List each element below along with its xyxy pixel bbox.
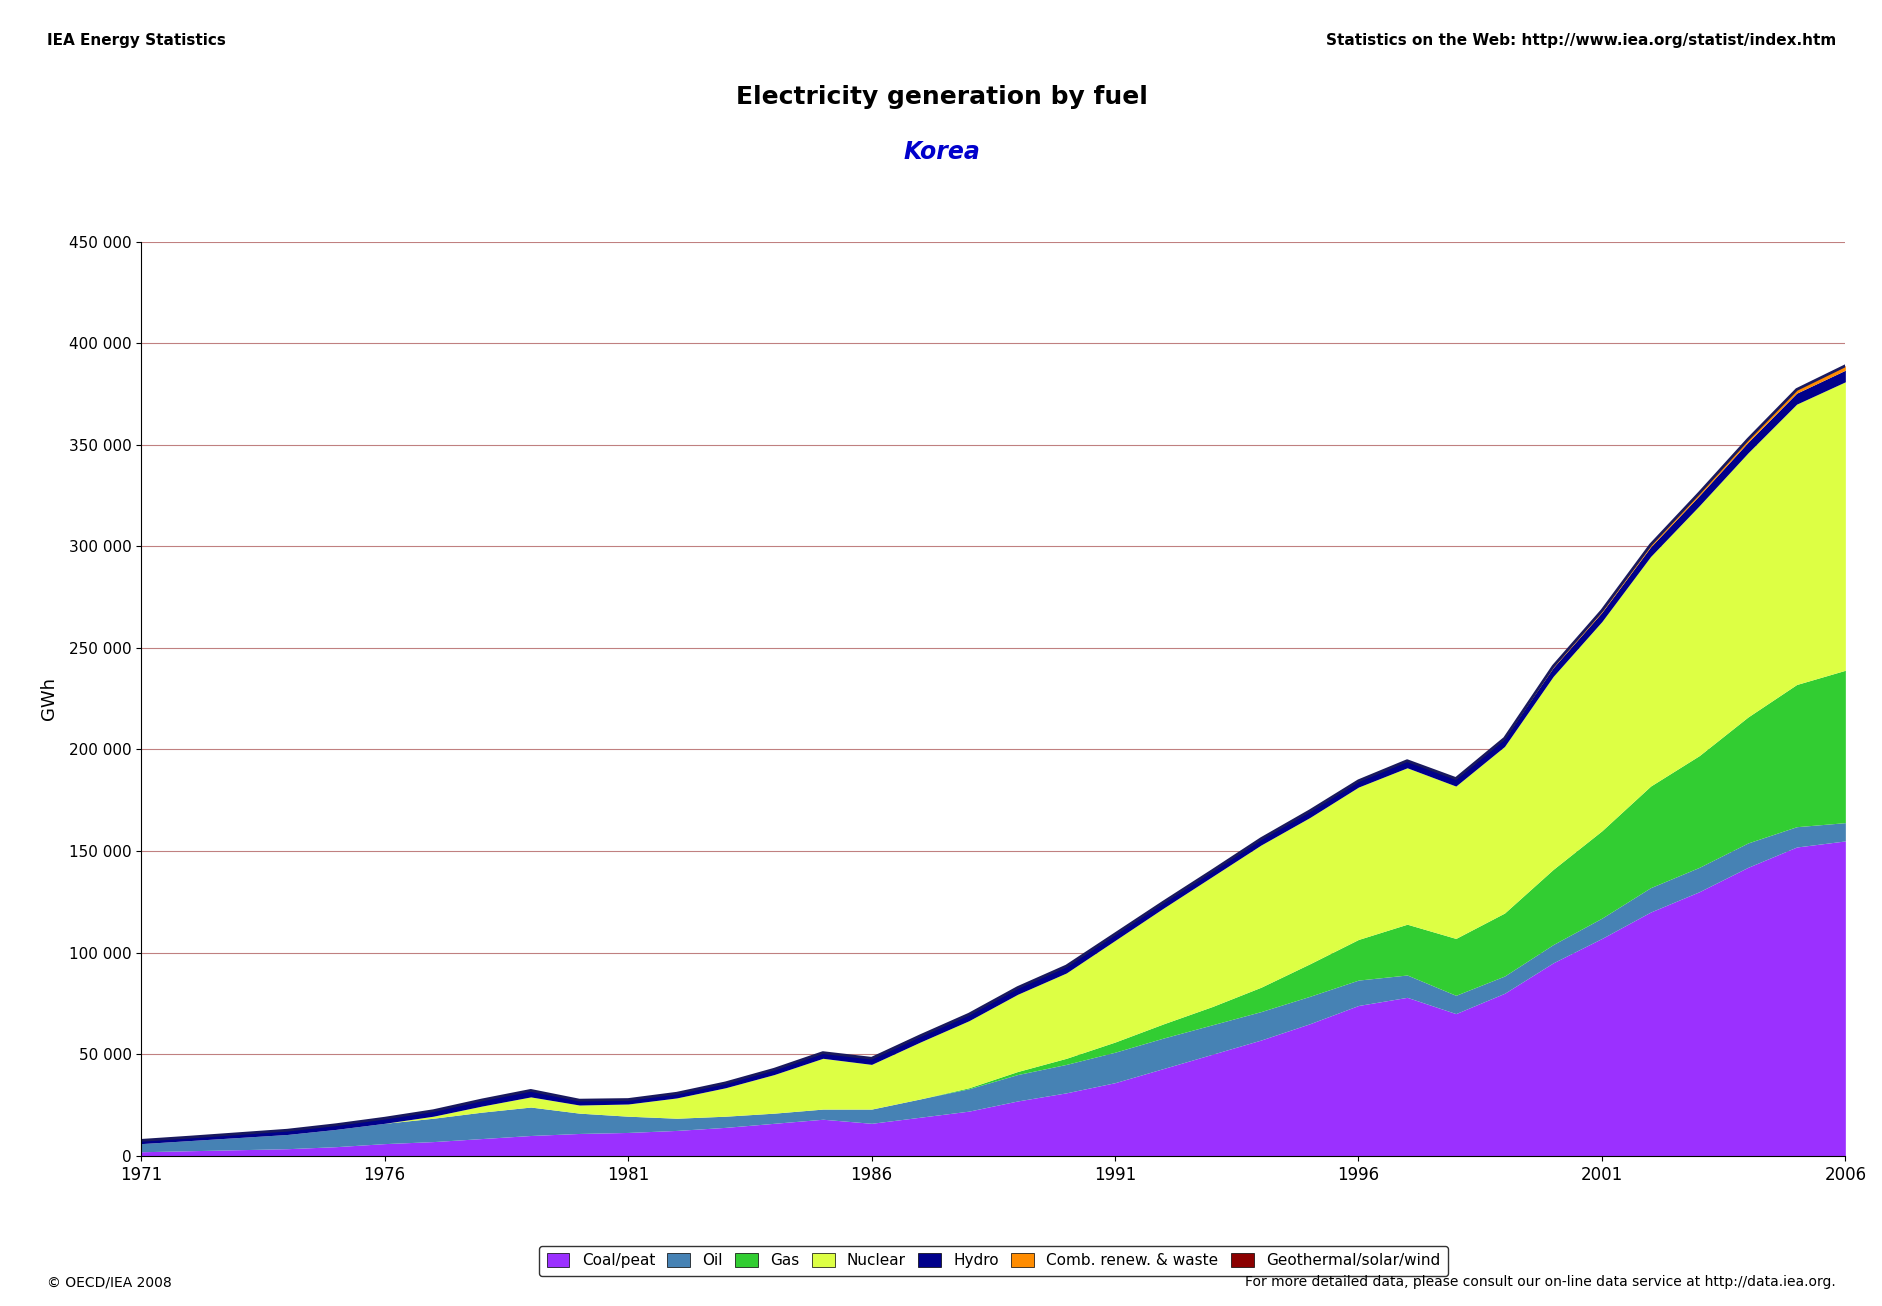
Text: For more detailed data, please consult our on-line data service at http://data.i: For more detailed data, please consult o… — [1244, 1275, 1835, 1289]
Text: © OECD/IEA 2008: © OECD/IEA 2008 — [47, 1275, 171, 1289]
Text: Korea: Korea — [903, 140, 979, 163]
Y-axis label: GWh: GWh — [40, 678, 58, 720]
Text: Statistics on the Web: http://www.iea.org/statist/index.htm: Statistics on the Web: http://www.iea.or… — [1325, 33, 1835, 47]
Text: IEA Energy Statistics: IEA Energy Statistics — [47, 33, 226, 47]
Legend: Coal/peat, Oil, Gas, Nuclear, Hydro, Comb. renew. & waste, Geothermal/solar/wind: Coal/peat, Oil, Gas, Nuclear, Hydro, Com… — [538, 1246, 1447, 1276]
Text: Electricity generation by fuel: Electricity generation by fuel — [736, 85, 1146, 108]
